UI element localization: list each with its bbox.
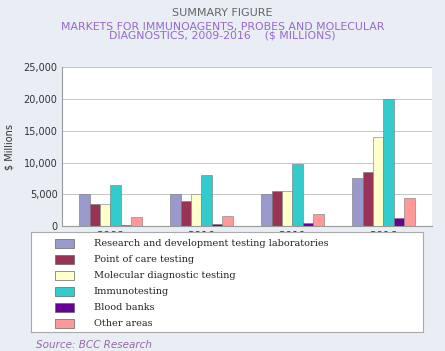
Bar <box>121 225 131 226</box>
Bar <box>191 194 202 226</box>
Text: Research and development testing laboratories: Research and development testing laborat… <box>94 239 328 248</box>
Text: Immunotesting: Immunotesting <box>94 287 169 296</box>
Bar <box>55 255 74 264</box>
Text: DIAGNOSTICS, 2009-2016    ($ MILLIONS): DIAGNOSTICS, 2009-2016 ($ MILLIONS) <box>109 31 336 41</box>
Bar <box>55 271 74 280</box>
Bar <box>405 198 415 226</box>
Bar <box>352 178 363 226</box>
Bar <box>313 214 324 226</box>
Text: Molecular diagnostic testing: Molecular diagnostic testing <box>94 271 235 280</box>
Bar <box>202 175 212 226</box>
Bar <box>363 172 373 226</box>
Bar <box>394 218 405 226</box>
Bar <box>181 201 191 226</box>
Bar <box>282 191 292 226</box>
Bar <box>271 191 282 226</box>
Bar <box>131 217 142 226</box>
Bar <box>384 99 394 226</box>
Bar <box>110 185 121 226</box>
Text: MARKETS FOR IMMUNOAGENTS, PROBES AND MOLECULAR: MARKETS FOR IMMUNOAGENTS, PROBES AND MOL… <box>61 22 384 32</box>
Bar <box>79 194 89 226</box>
Bar <box>55 287 74 296</box>
Bar <box>212 225 222 226</box>
Bar <box>55 319 74 328</box>
Bar <box>222 216 233 226</box>
Bar <box>292 164 303 226</box>
Text: Point of care testing: Point of care testing <box>94 255 194 264</box>
Bar <box>373 137 384 226</box>
Bar <box>55 239 74 248</box>
Y-axis label: $ Millions: $ Millions <box>4 124 14 170</box>
Bar <box>261 194 271 226</box>
Bar <box>100 204 110 226</box>
Text: Source: BCC Research: Source: BCC Research <box>36 340 152 350</box>
Text: Other areas: Other areas <box>94 319 153 328</box>
Bar <box>89 204 100 226</box>
Bar <box>303 223 313 226</box>
Text: Blood banks: Blood banks <box>94 303 154 312</box>
Text: SUMMARY FIGURE: SUMMARY FIGURE <box>172 8 273 18</box>
Bar <box>170 194 181 226</box>
Bar <box>55 303 74 312</box>
